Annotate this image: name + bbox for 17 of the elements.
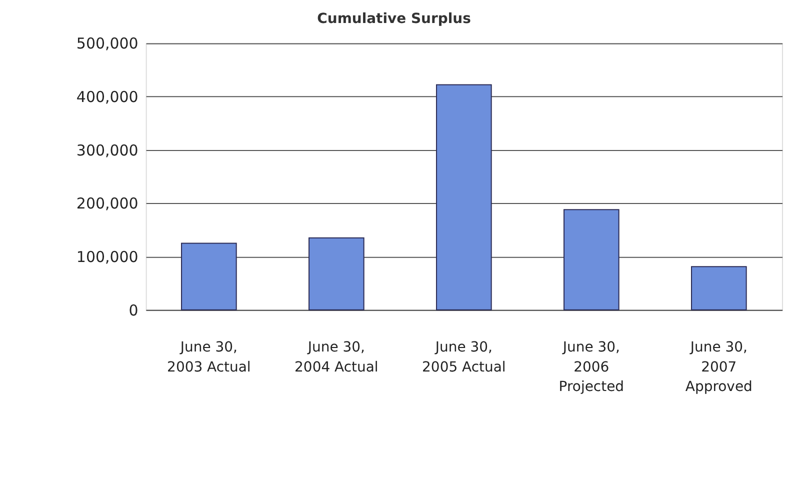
bar — [308, 237, 364, 310]
x-tick-label: June 30, 2004 Actual — [294, 339, 378, 376]
x-tick-label: June 30, 2006 Projected — [558, 339, 624, 396]
chart-title: Cumulative Surplus — [317, 11, 471, 28]
bar — [436, 84, 492, 310]
y-tick-label: 500,000 — [76, 34, 138, 53]
x-tick-label: June 30, 2007 Approved — [685, 339, 752, 396]
bar — [691, 266, 747, 310]
bar — [181, 242, 237, 310]
y-tick-label: 300,000 — [76, 141, 138, 160]
y-tick-label: 0 — [128, 301, 138, 320]
x-tick-label: June 30, 2005 Actual — [422, 339, 506, 376]
y-tick-label: 400,000 — [76, 88, 138, 106]
y-tick-label: 200,000 — [76, 194, 138, 213]
x-tick-label: June 30, 2003 Actual — [167, 339, 251, 376]
y-tick-label: 100,000 — [76, 248, 138, 266]
bar — [564, 209, 620, 310]
